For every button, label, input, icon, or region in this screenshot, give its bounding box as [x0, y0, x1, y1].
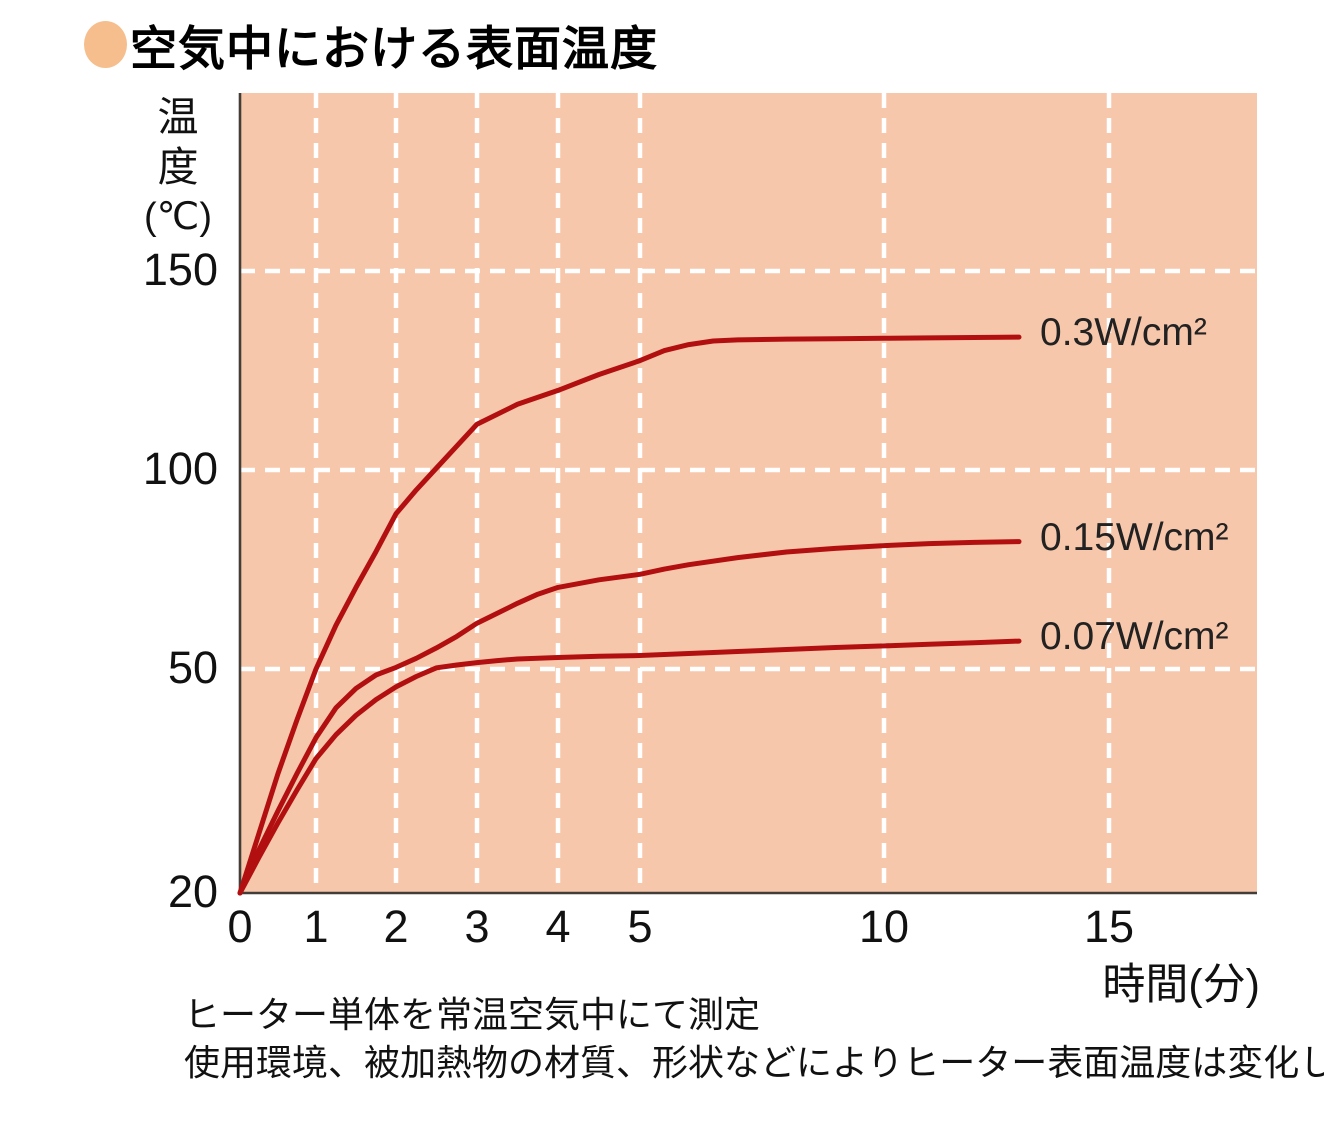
- x-tick-label: 10: [858, 901, 910, 952]
- y-tick-label: 20: [167, 866, 218, 917]
- y-tick-label: 50: [167, 642, 218, 693]
- y-axis-title-line: 度: [157, 144, 199, 190]
- figure-title-row: 空気中における表面温度: [84, 10, 658, 79]
- y-axis-title: 温 度 (℃): [134, 92, 222, 242]
- x-tick-label: 5: [627, 901, 653, 952]
- y-tick-label: 150: [142, 244, 218, 295]
- title-bullet-icon: [84, 21, 127, 68]
- x-tick-label: 0: [227, 901, 253, 952]
- x-tick-label: 1: [303, 901, 329, 952]
- curve-label: 0.07W/cm²: [1040, 615, 1229, 659]
- x-tick-label: 4: [545, 901, 571, 952]
- curve-label: 0.3W/cm²: [1040, 311, 1207, 355]
- footnotes: ヒーター単体を常温空気中にて測定 使用環境、被加熱物の材質、形状などによりヒータ…: [184, 991, 1324, 1087]
- y-axis-title-line: 温: [157, 94, 199, 140]
- temperature-curve: [237, 539, 1022, 896]
- y-tick-label: 100: [142, 443, 218, 494]
- temperature-curve: [237, 334, 1022, 896]
- x-tick-label: 15: [1083, 901, 1135, 952]
- plot-background: [240, 93, 1257, 893]
- footnote-line: 使用環境、被加熱物の材質、形状などによりヒーター表面温度は変化します。: [184, 1042, 1324, 1083]
- curve-label: 0.15W/cm²: [1040, 515, 1229, 559]
- temperature-curve: [237, 638, 1022, 896]
- x-tick-label: 2: [383, 901, 409, 952]
- footnote-line: ヒーター単体を常温空気中にて測定: [184, 994, 761, 1035]
- page-title: 空気中における表面温度: [130, 22, 658, 75]
- y-axis-unit: (℃): [144, 196, 212, 238]
- x-axis-title: 時間(分): [1102, 961, 1260, 1009]
- x-tick-label: 3: [464, 901, 490, 952]
